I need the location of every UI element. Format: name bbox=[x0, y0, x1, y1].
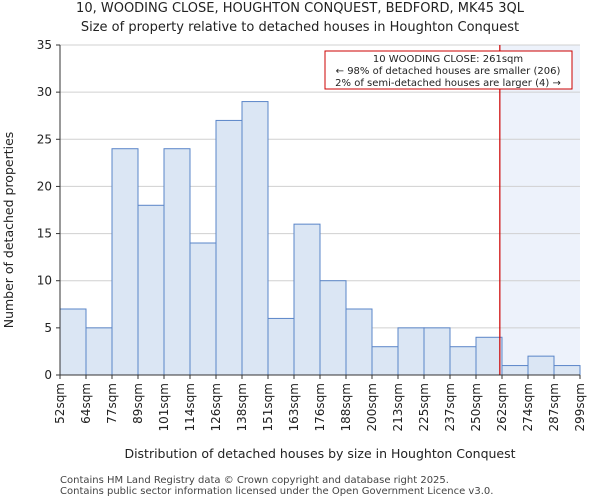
x-tick-label-11: 188sqm bbox=[339, 383, 353, 431]
x-tick-label-5: 114sqm bbox=[183, 383, 197, 431]
footer-line-1: Contains HM Land Registry data © Crown c… bbox=[60, 475, 449, 486]
x-tick-label-16: 250sqm bbox=[469, 383, 483, 431]
x-tick-labels: 52sqm 64sqm 77sqm 89sqm 101sqm 114sqm 126sqm 13… bbox=[53, 375, 587, 431]
annotation-line-3: 2% of semi-detached houses are larger (4… bbox=[335, 78, 561, 89]
bar-18 bbox=[527, 355, 555, 376]
bar-17 bbox=[501, 365, 529, 376]
x-tick-label-18: 274sqm bbox=[521, 383, 535, 431]
bar-8 bbox=[267, 317, 295, 376]
x-tick-label-13: 213sqm bbox=[391, 383, 405, 431]
y-tick-label-7: 35 bbox=[37, 38, 52, 52]
x-tick-label-20: 299sqm bbox=[573, 383, 587, 431]
bar-19 bbox=[553, 365, 581, 376]
x-tick-label-6: 126sqm bbox=[209, 383, 223, 431]
x-tick-label-10: 176sqm bbox=[313, 383, 327, 431]
bar-9 bbox=[293, 223, 321, 376]
bar-5 bbox=[189, 242, 217, 376]
footer-line-2: Contains public sector information licen… bbox=[60, 486, 493, 497]
bar-11 bbox=[345, 308, 373, 376]
bar-0 bbox=[59, 308, 87, 376]
x-tick-label-1: 64sqm bbox=[79, 383, 93, 424]
annotation-frame bbox=[324, 50, 573, 90]
x-tick-label-4: 101sqm bbox=[157, 383, 171, 431]
bar-16 bbox=[475, 336, 503, 376]
x-tick-label-12: 200sqm bbox=[365, 383, 379, 431]
x-tick-label-2: 77sqm bbox=[105, 383, 119, 424]
y-tick-label-3: 15 bbox=[37, 227, 52, 241]
bar-7 bbox=[241, 101, 269, 376]
annotation-line-1: 10 WOODING CLOSE: 261sqm bbox=[373, 54, 523, 65]
x-tick-label-9: 163sqm bbox=[287, 383, 301, 431]
bar-1 bbox=[85, 327, 113, 376]
bar-3 bbox=[137, 204, 165, 376]
bar-6 bbox=[215, 119, 243, 376]
y-tick-labels: 0 5 10 15 20 25 30 35 bbox=[37, 38, 60, 382]
y-tick-label-5: 25 bbox=[37, 132, 52, 146]
y-axis-label: Number of detached properties bbox=[1, 132, 16, 329]
y-tick-label-0: 0 bbox=[44, 368, 52, 382]
x-axis-label: Distribution of detached houses by size … bbox=[124, 446, 515, 461]
highlight-region bbox=[499, 45, 580, 375]
chart-title: 10, WOODING CLOSE, HOUGHTON CONQUEST, BE… bbox=[76, 1, 525, 16]
x-tick-label-15: 237sqm bbox=[443, 383, 457, 431]
x-tick-label-7: 138sqm bbox=[235, 383, 249, 431]
x-tick-label-19: 287sqm bbox=[547, 383, 561, 431]
bar-15 bbox=[449, 346, 477, 376]
x-tick-label-14: 225sqm bbox=[417, 383, 431, 431]
highlight-band bbox=[499, 45, 580, 375]
x-tick-label-0: 52sqm bbox=[53, 383, 67, 424]
x-tick-label-17: 262sqm bbox=[495, 383, 509, 431]
y-tick-label-1: 5 bbox=[44, 321, 52, 335]
y-tick-label-2: 10 bbox=[37, 274, 52, 288]
y-tick-label-4: 20 bbox=[37, 179, 52, 193]
annotation-box: 10 WOODING CLOSE: 261sqm ← 98% of detach… bbox=[324, 50, 573, 90]
x-tick-label-3: 89sqm bbox=[131, 383, 145, 424]
bar-14 bbox=[423, 327, 451, 376]
bar-10 bbox=[319, 280, 347, 376]
y-tick-label-6: 30 bbox=[37, 85, 52, 99]
bar-12 bbox=[371, 346, 399, 376]
bar-13 bbox=[397, 327, 425, 376]
bar-2 bbox=[111, 148, 139, 376]
bar-4 bbox=[163, 148, 191, 376]
chart-subtitle: Size of property relative to detached ho… bbox=[81, 20, 519, 35]
bars bbox=[59, 101, 581, 376]
x-tick-label-8: 151sqm bbox=[261, 383, 275, 431]
annotation-line-2: ← 98% of detached houses are smaller (20… bbox=[336, 66, 561, 77]
